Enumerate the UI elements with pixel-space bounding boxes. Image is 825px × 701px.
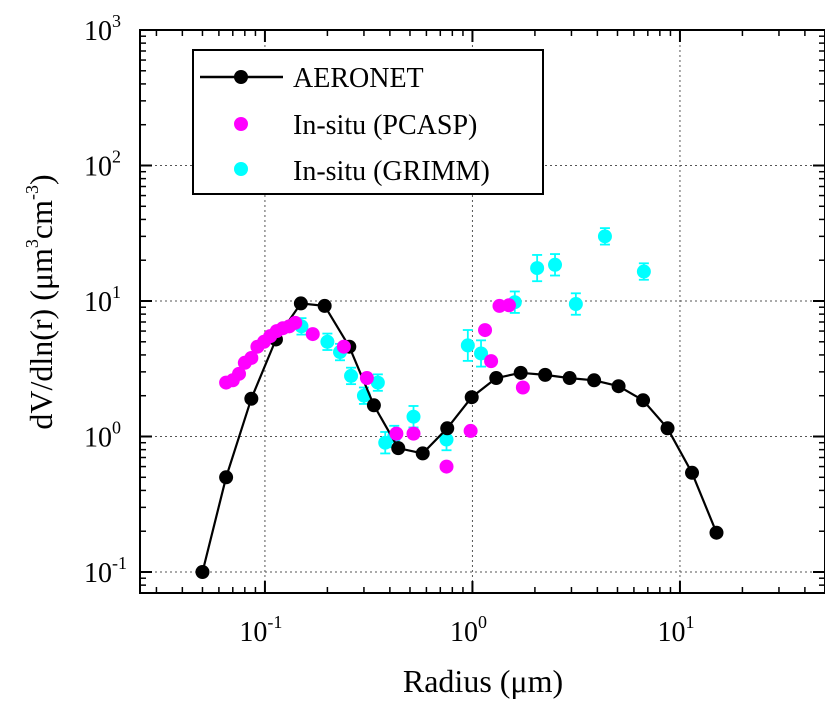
tick-labels: 10-1 100 101 10-1 100 101 102 103 bbox=[84, 11, 694, 648]
pcasp-point-15 bbox=[389, 426, 404, 441]
pcasp-point-17 bbox=[439, 459, 454, 474]
grimm-point-10 bbox=[460, 338, 475, 353]
grimm-point-11 bbox=[474, 346, 489, 361]
grimm-point-16 bbox=[597, 229, 612, 244]
aeronet-point-10 bbox=[440, 421, 455, 436]
aeronet-point-1 bbox=[219, 470, 234, 485]
y-tick-label-4: 103 bbox=[84, 11, 121, 47]
aeronet-point-14 bbox=[538, 367, 553, 382]
aeronet-point-7 bbox=[366, 398, 381, 413]
aeronet-point-4 bbox=[293, 296, 308, 311]
plot-frame bbox=[139, 29, 825, 594]
aeronet-point-11 bbox=[464, 390, 479, 405]
grimm-point-8 bbox=[406, 409, 421, 424]
pcasp-point-2 bbox=[232, 366, 247, 381]
x-tick-label-0: 10-1 bbox=[239, 612, 282, 648]
y-axis-title-suffix: ) bbox=[23, 174, 59, 185]
series-layer bbox=[195, 227, 724, 580]
grimm-point-3 bbox=[344, 368, 359, 383]
pcasp-point-12 bbox=[305, 327, 320, 342]
legend-aeronet-label: AERONET bbox=[293, 63, 424, 94]
aeronet-point-15 bbox=[562, 371, 577, 386]
legend-grimm-label: In-situ (GRIMM) bbox=[293, 156, 490, 187]
aeronet-point-12 bbox=[489, 371, 504, 386]
aeronet-point-5 bbox=[317, 298, 332, 313]
grimm-point-13 bbox=[530, 261, 545, 276]
x-axis-title: Radius (μm) bbox=[403, 663, 563, 699]
aeronet-point-20 bbox=[685, 465, 700, 480]
aeronet-point-9 bbox=[415, 446, 430, 461]
grimm-point-1 bbox=[320, 334, 335, 349]
aeronet-point-16 bbox=[587, 373, 602, 388]
grimm-point-9 bbox=[439, 432, 454, 447]
aeronet-point-8 bbox=[391, 441, 406, 456]
aeronet-point-19 bbox=[660, 421, 675, 436]
y-axis-title-prefix: dV/dln(r) (μm bbox=[23, 248, 59, 430]
pcasp-point-22 bbox=[501, 298, 516, 313]
pcasp-point-23 bbox=[515, 380, 530, 395]
y-axis-title-mid: cm bbox=[23, 200, 59, 239]
aeronet-point-18 bbox=[636, 393, 651, 408]
legend-aeronet-marker bbox=[234, 70, 248, 84]
y-tick-label-2: 101 bbox=[84, 282, 121, 318]
grid-lines bbox=[140, 30, 825, 593]
grimm-point-5 bbox=[370, 375, 385, 390]
y-tick-label-1: 100 bbox=[84, 418, 121, 454]
legend-pcasp-label: In-situ (PCASP) bbox=[293, 110, 477, 141]
grimm-point-15 bbox=[568, 297, 583, 312]
legend: AERONET In-situ (PCASP) In-situ (GRIMM) bbox=[192, 49, 544, 195]
pcasp-point-14 bbox=[359, 371, 374, 386]
grimm-point-14 bbox=[548, 257, 563, 272]
pcasp-point-4 bbox=[244, 350, 259, 365]
pcasp-point-11 bbox=[288, 315, 303, 330]
legend-pcasp-marker bbox=[234, 117, 248, 131]
legend-box bbox=[192, 49, 544, 195]
grimm-point-17 bbox=[636, 264, 651, 279]
legend-grimm-marker bbox=[234, 162, 248, 176]
y-axis-title-sup1: 3 bbox=[22, 239, 42, 248]
y-axis-title: dV/dln(r) (μm3cm-3) bbox=[22, 174, 59, 429]
pcasp-point-18 bbox=[463, 423, 478, 438]
x-tick-label-1: 100 bbox=[450, 612, 487, 648]
pcasp-point-19 bbox=[478, 323, 493, 338]
y-axis-title-sup2: -3 bbox=[22, 185, 42, 200]
y-tick-label-0: 10-1 bbox=[84, 553, 127, 589]
aeronet-point-17 bbox=[611, 379, 626, 394]
aeronet-point-21 bbox=[709, 525, 724, 540]
aeronet-point-0 bbox=[195, 565, 210, 580]
x-tick-label-2: 101 bbox=[657, 612, 694, 648]
pcasp-point-13 bbox=[336, 339, 351, 354]
y-tick-label-3: 102 bbox=[84, 147, 121, 183]
pcasp-point-16 bbox=[406, 426, 421, 441]
aeronet-point-2 bbox=[244, 391, 259, 406]
pcasp-point-20 bbox=[484, 354, 499, 369]
aeronet-point-13 bbox=[513, 365, 528, 380]
axis-ticks bbox=[140, 29, 825, 593]
